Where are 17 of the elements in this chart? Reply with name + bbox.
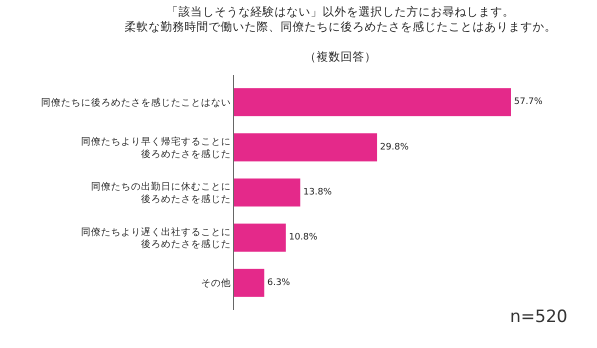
data-label: 13.8% bbox=[303, 188, 332, 198]
y-tick-label: 同僚たちに後ろめたさを感じたことはない bbox=[41, 96, 232, 108]
data-label: 10.8% bbox=[288, 232, 318, 243]
y-tick-label: 同僚たちより早く帰宅することに後ろめたさを感じた bbox=[81, 135, 232, 160]
data-label: 57.7% bbox=[514, 97, 544, 108]
data-label: 29.8% bbox=[380, 142, 410, 152]
bar bbox=[234, 268, 264, 297]
data-label: 6.3% bbox=[267, 278, 291, 288]
annotation: n=520 bbox=[510, 307, 568, 327]
y-tick-label: 同僚たちの出勤日に休むことに後ろめたさを感じた bbox=[91, 180, 232, 205]
bar bbox=[234, 88, 511, 116]
y-tick-label: 同僚たちより遅く出社することに後ろめたさを感じた bbox=[81, 226, 232, 250]
bar bbox=[234, 224, 286, 252]
y-tick-label: その他 bbox=[201, 277, 232, 290]
bar bbox=[234, 178, 300, 207]
chart-title: 「該当しそうな経験はない」以外を選択した方にお尋ねします。柔軟な勤務時間で働いた際、同僚たちに後ろめたさを感じたことはありますか。（複数回答） bbox=[124, 4, 556, 64]
bar bbox=[234, 133, 378, 162]
